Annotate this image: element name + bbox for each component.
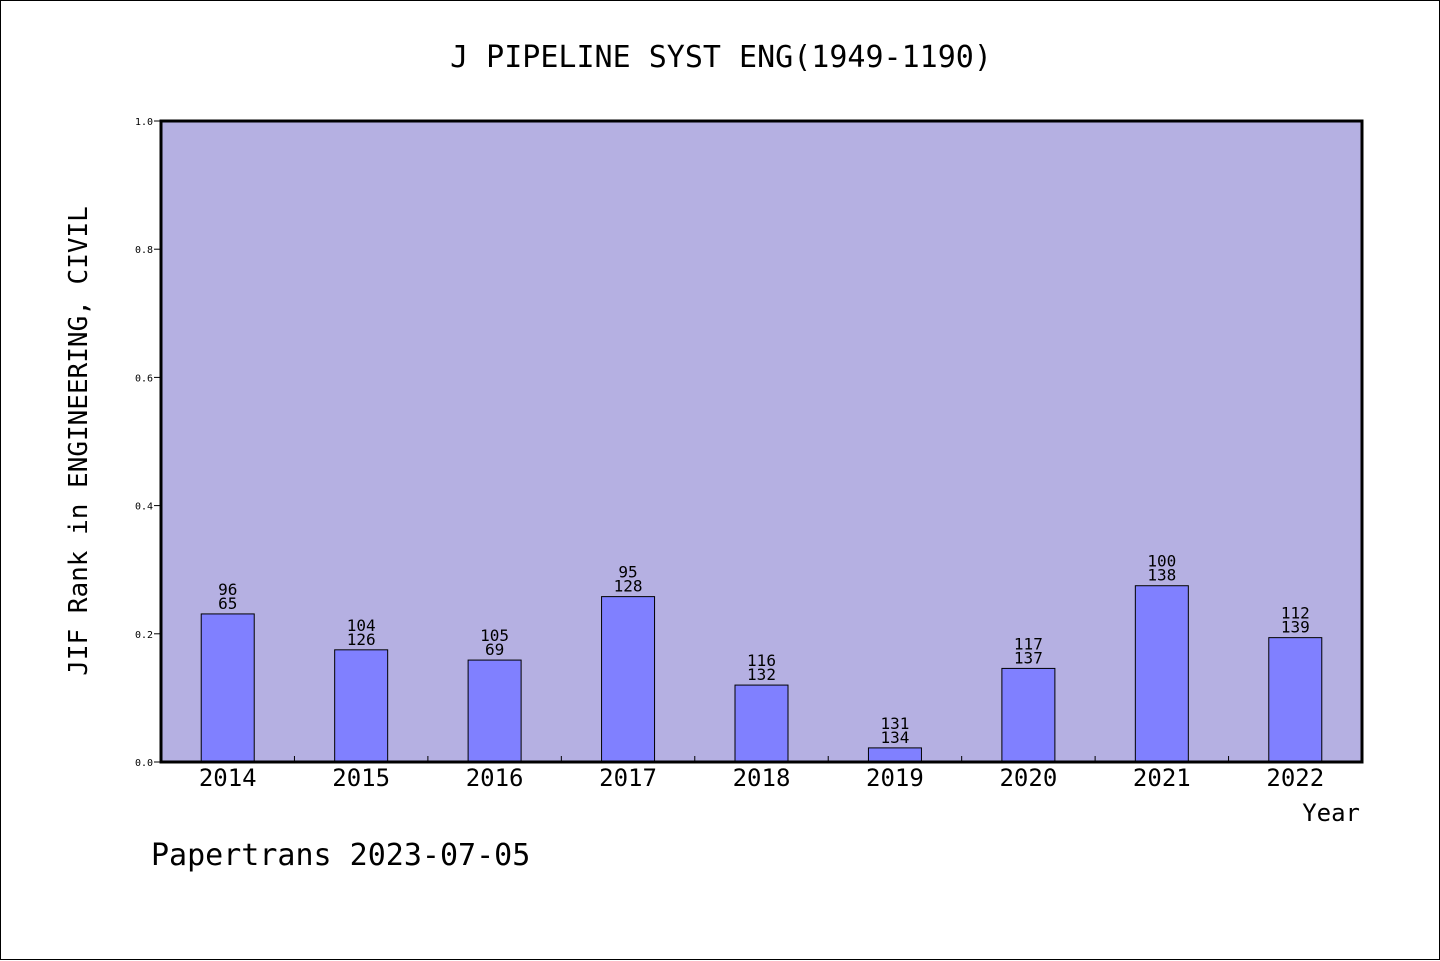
bar-label-bottom-2021: 138 (1147, 566, 1176, 585)
x-tick-label-2015: 2015 (332, 764, 390, 792)
x-tick-label-2021: 2021 (1133, 764, 1191, 792)
bar-2014 (200, 613, 255, 763)
bar-label-bottom-2018: 132 (747, 665, 776, 684)
bar-label-bottom-2022: 139 (1281, 618, 1310, 637)
bar-2018 (734, 684, 789, 763)
bar-2016 (467, 659, 522, 763)
bar-label-bottom-2019: 134 (880, 728, 909, 747)
chart-title: J PIPELINE SYST ENG(1949-1190) (450, 40, 992, 75)
bar-label-top-2021: 100 (1147, 552, 1176, 571)
x-tick-label-2017: 2017 (599, 764, 657, 792)
bar-2020 (1001, 667, 1056, 763)
bar-label-top-2022: 112 (1281, 604, 1310, 623)
bar-label-top-2015: 104 (347, 616, 376, 635)
y-tick-label: 0.2 (135, 630, 153, 641)
x-tick-label-2016: 2016 (466, 764, 524, 792)
y-axis-label: JIF Rank in ENGINEERING, CIVIL (64, 206, 94, 676)
bar-label-top-2020: 117 (1014, 634, 1043, 653)
ticks-layer: 2014 2015 2016 2017 2018 2019 2020 2021 2022 0.0 0… (135, 117, 1324, 792)
bar-2021 (1134, 585, 1189, 763)
bar-label-bottom-2017: 128 (614, 577, 643, 596)
bar-label-bottom-2020: 137 (1014, 648, 1043, 667)
bar-label-top-2019: 131 (880, 714, 909, 733)
x-tick-label-2020: 2020 (999, 764, 1057, 792)
bar-label-top-2016: 105 (480, 626, 509, 645)
bar-label-bottom-2015: 126 (347, 630, 376, 649)
bar-2015 (334, 649, 389, 763)
bar-label-top-2014: 96 (218, 580, 237, 599)
x-axis-label: Year (1302, 799, 1360, 827)
y-tick-label: 0.0 (135, 758, 153, 769)
x-tick-label-2022: 2022 (1266, 764, 1324, 792)
bar-label-bottom-2016: 69 (485, 640, 504, 659)
bar-label-bottom-2014: 65 (218, 594, 237, 613)
y-tick-label: 0.4 (135, 502, 153, 513)
y-tick-label: 0.8 (135, 245, 153, 256)
y-tick-label: 0.6 (135, 373, 153, 384)
footer-source: Papertrans 2023-07-05 (151, 838, 530, 873)
bar-2022 (1268, 637, 1323, 763)
bar-label-top-2017: 95 (618, 563, 637, 582)
x-tick-label-2014: 2014 (199, 764, 257, 792)
bar-2019 (867, 747, 922, 763)
plot-border (159, 119, 1364, 764)
y-tick-label: 1.0 (135, 117, 153, 128)
bar-label-top-2018: 116 (747, 651, 776, 670)
x-tick-label-2019: 2019 (866, 764, 924, 792)
x-tick-label-2018: 2018 (733, 764, 791, 792)
bar-2017 (601, 596, 656, 763)
